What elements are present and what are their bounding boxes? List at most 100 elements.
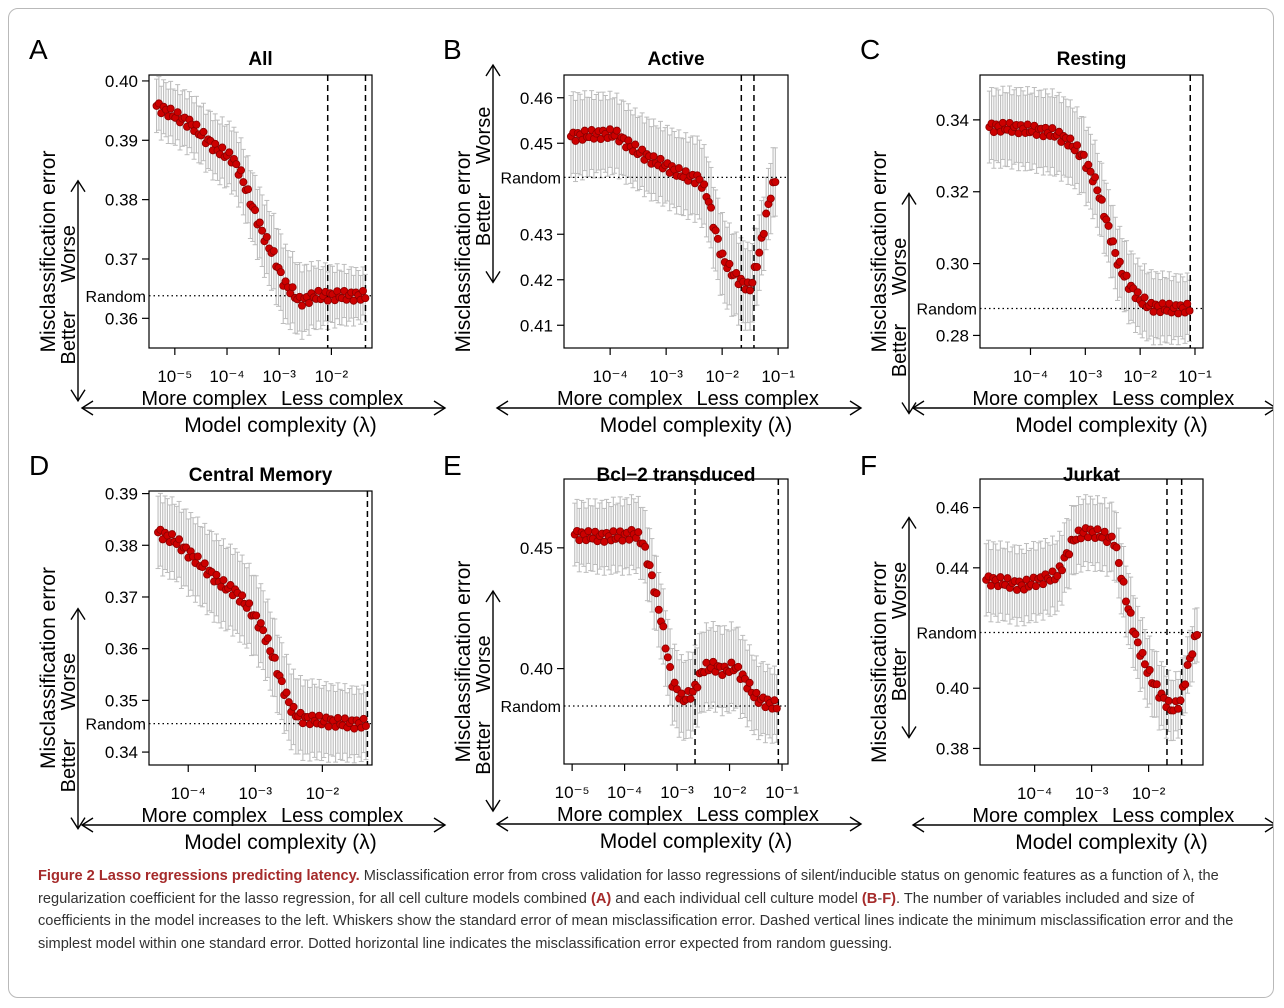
data-point (1111, 249, 1120, 258)
data-point (1058, 566, 1067, 575)
data-point (1176, 696, 1185, 705)
figure-frame: A All Random 0.36 0.37 0.38 0.39 0.40 10⁻⁵ 10⁻⁴ 10… (8, 8, 1274, 998)
x-tick-label: 10⁻¹ (765, 783, 799, 802)
y-axis-label: Misclassification error (868, 561, 891, 763)
worse-label: Worse (473, 107, 495, 164)
panel-letter: C (860, 34, 880, 65)
x-tick-label: 10⁻² (1123, 367, 1157, 386)
data-point (772, 704, 781, 713)
figure-caption: Figure 2 Lasso regressions predicting la… (38, 865, 1263, 955)
arrow-up-head (70, 179, 86, 193)
data-point (219, 576, 228, 585)
data-point (681, 167, 690, 176)
data-point (305, 299, 314, 308)
random-label: Random (86, 717, 146, 734)
data-point (762, 209, 771, 218)
better-label: Better (473, 192, 495, 246)
data-point (759, 229, 768, 238)
panel-title: Jurkat (1063, 465, 1121, 486)
data-point (239, 178, 248, 187)
data-point (1164, 696, 1173, 705)
data-point (1031, 582, 1040, 591)
more-complex-label: More complex (972, 805, 1098, 827)
data-point (1065, 550, 1074, 559)
data-point (718, 249, 727, 258)
data-point (255, 218, 264, 227)
better-label: Better (58, 739, 80, 793)
data-point (734, 662, 743, 671)
data-point (251, 206, 260, 215)
data-point (1093, 525, 1102, 534)
y-tick-label: 0.35 (105, 691, 138, 710)
worse-label: Worse (473, 635, 495, 692)
more-complex-label: More complex (557, 388, 683, 410)
data-point (225, 148, 234, 157)
panel-letter: E (443, 450, 462, 481)
y-tick-label: 0.46 (936, 499, 969, 518)
x-tick-label: 10⁻⁵ (157, 367, 192, 386)
panel-b: B Active Random 0.41 0.42 0.43 0.45 0.46 10⁻⁴ 10⁻… (443, 34, 863, 437)
arrow-left-head (495, 816, 509, 832)
data-point (175, 535, 184, 544)
less-complex-label: Less complex (1112, 805, 1234, 827)
x-tick-label: 10⁻³ (239, 784, 273, 803)
arrow-right-head (849, 400, 863, 416)
y-tick-label: 0.32 (936, 183, 969, 202)
arrow-up-head (901, 192, 917, 205)
y-tick-label: 0.45 (520, 539, 553, 558)
y-tick-label: 0.34 (936, 111, 969, 130)
data-point (192, 120, 201, 129)
caption-title: Figure 2 Lasso regressions predicting la… (38, 868, 360, 884)
data-point (1138, 648, 1147, 657)
x-tick-label: 10⁻⁴ (209, 367, 244, 386)
data-point (1126, 608, 1135, 617)
data-point (288, 283, 297, 292)
data-point (1119, 577, 1128, 586)
panel-title: Resting (1057, 49, 1127, 70)
arrow-down-head (901, 726, 917, 739)
data-point (571, 136, 580, 145)
y-tick-label: 0.45 (520, 134, 553, 153)
data-point (707, 203, 716, 212)
arrow-left-head (80, 817, 94, 833)
data-point (1122, 271, 1131, 280)
data-point (200, 559, 209, 568)
arrow-right-head (433, 817, 447, 833)
panel-letter: B (443, 34, 462, 65)
data-point (1188, 650, 1197, 659)
x-axis-label: Model complexity (λ) (1015, 831, 1208, 854)
data-point (752, 262, 761, 271)
whiskers (568, 90, 778, 331)
data-point (218, 143, 227, 152)
data-point (605, 125, 614, 134)
y-tick-label: 0.37 (105, 250, 138, 269)
data-point (771, 177, 780, 186)
plot-area (563, 74, 789, 349)
y-axis-label: Misclassification error (37, 567, 60, 769)
y-tick-label: 0.38 (105, 536, 138, 555)
data-point (641, 542, 650, 551)
data-point (1185, 306, 1194, 315)
data-point (1097, 195, 1106, 204)
data-point (269, 247, 278, 256)
data-point (686, 694, 695, 703)
more-complex-label: More complex (972, 388, 1098, 410)
data-point (1091, 173, 1100, 182)
data-point (297, 301, 306, 310)
caption-text-3: . The number of variables included and s… (38, 890, 1234, 952)
data-point (693, 683, 702, 692)
y-tick-label: 0.42 (520, 271, 553, 290)
worse-label: Worse (889, 562, 911, 619)
data-point (755, 248, 764, 257)
data-point (1107, 532, 1116, 541)
plot-area (148, 490, 373, 766)
data-point (645, 561, 654, 570)
data-point (1133, 638, 1142, 647)
y-tick-label: 0.44 (936, 559, 969, 578)
y-tick-label: 0.40 (105, 72, 138, 91)
data-point (746, 286, 755, 295)
data-point (1100, 527, 1109, 536)
data-point (1084, 160, 1093, 169)
y-tick-label: 0.40 (520, 660, 553, 679)
points (985, 118, 1194, 318)
